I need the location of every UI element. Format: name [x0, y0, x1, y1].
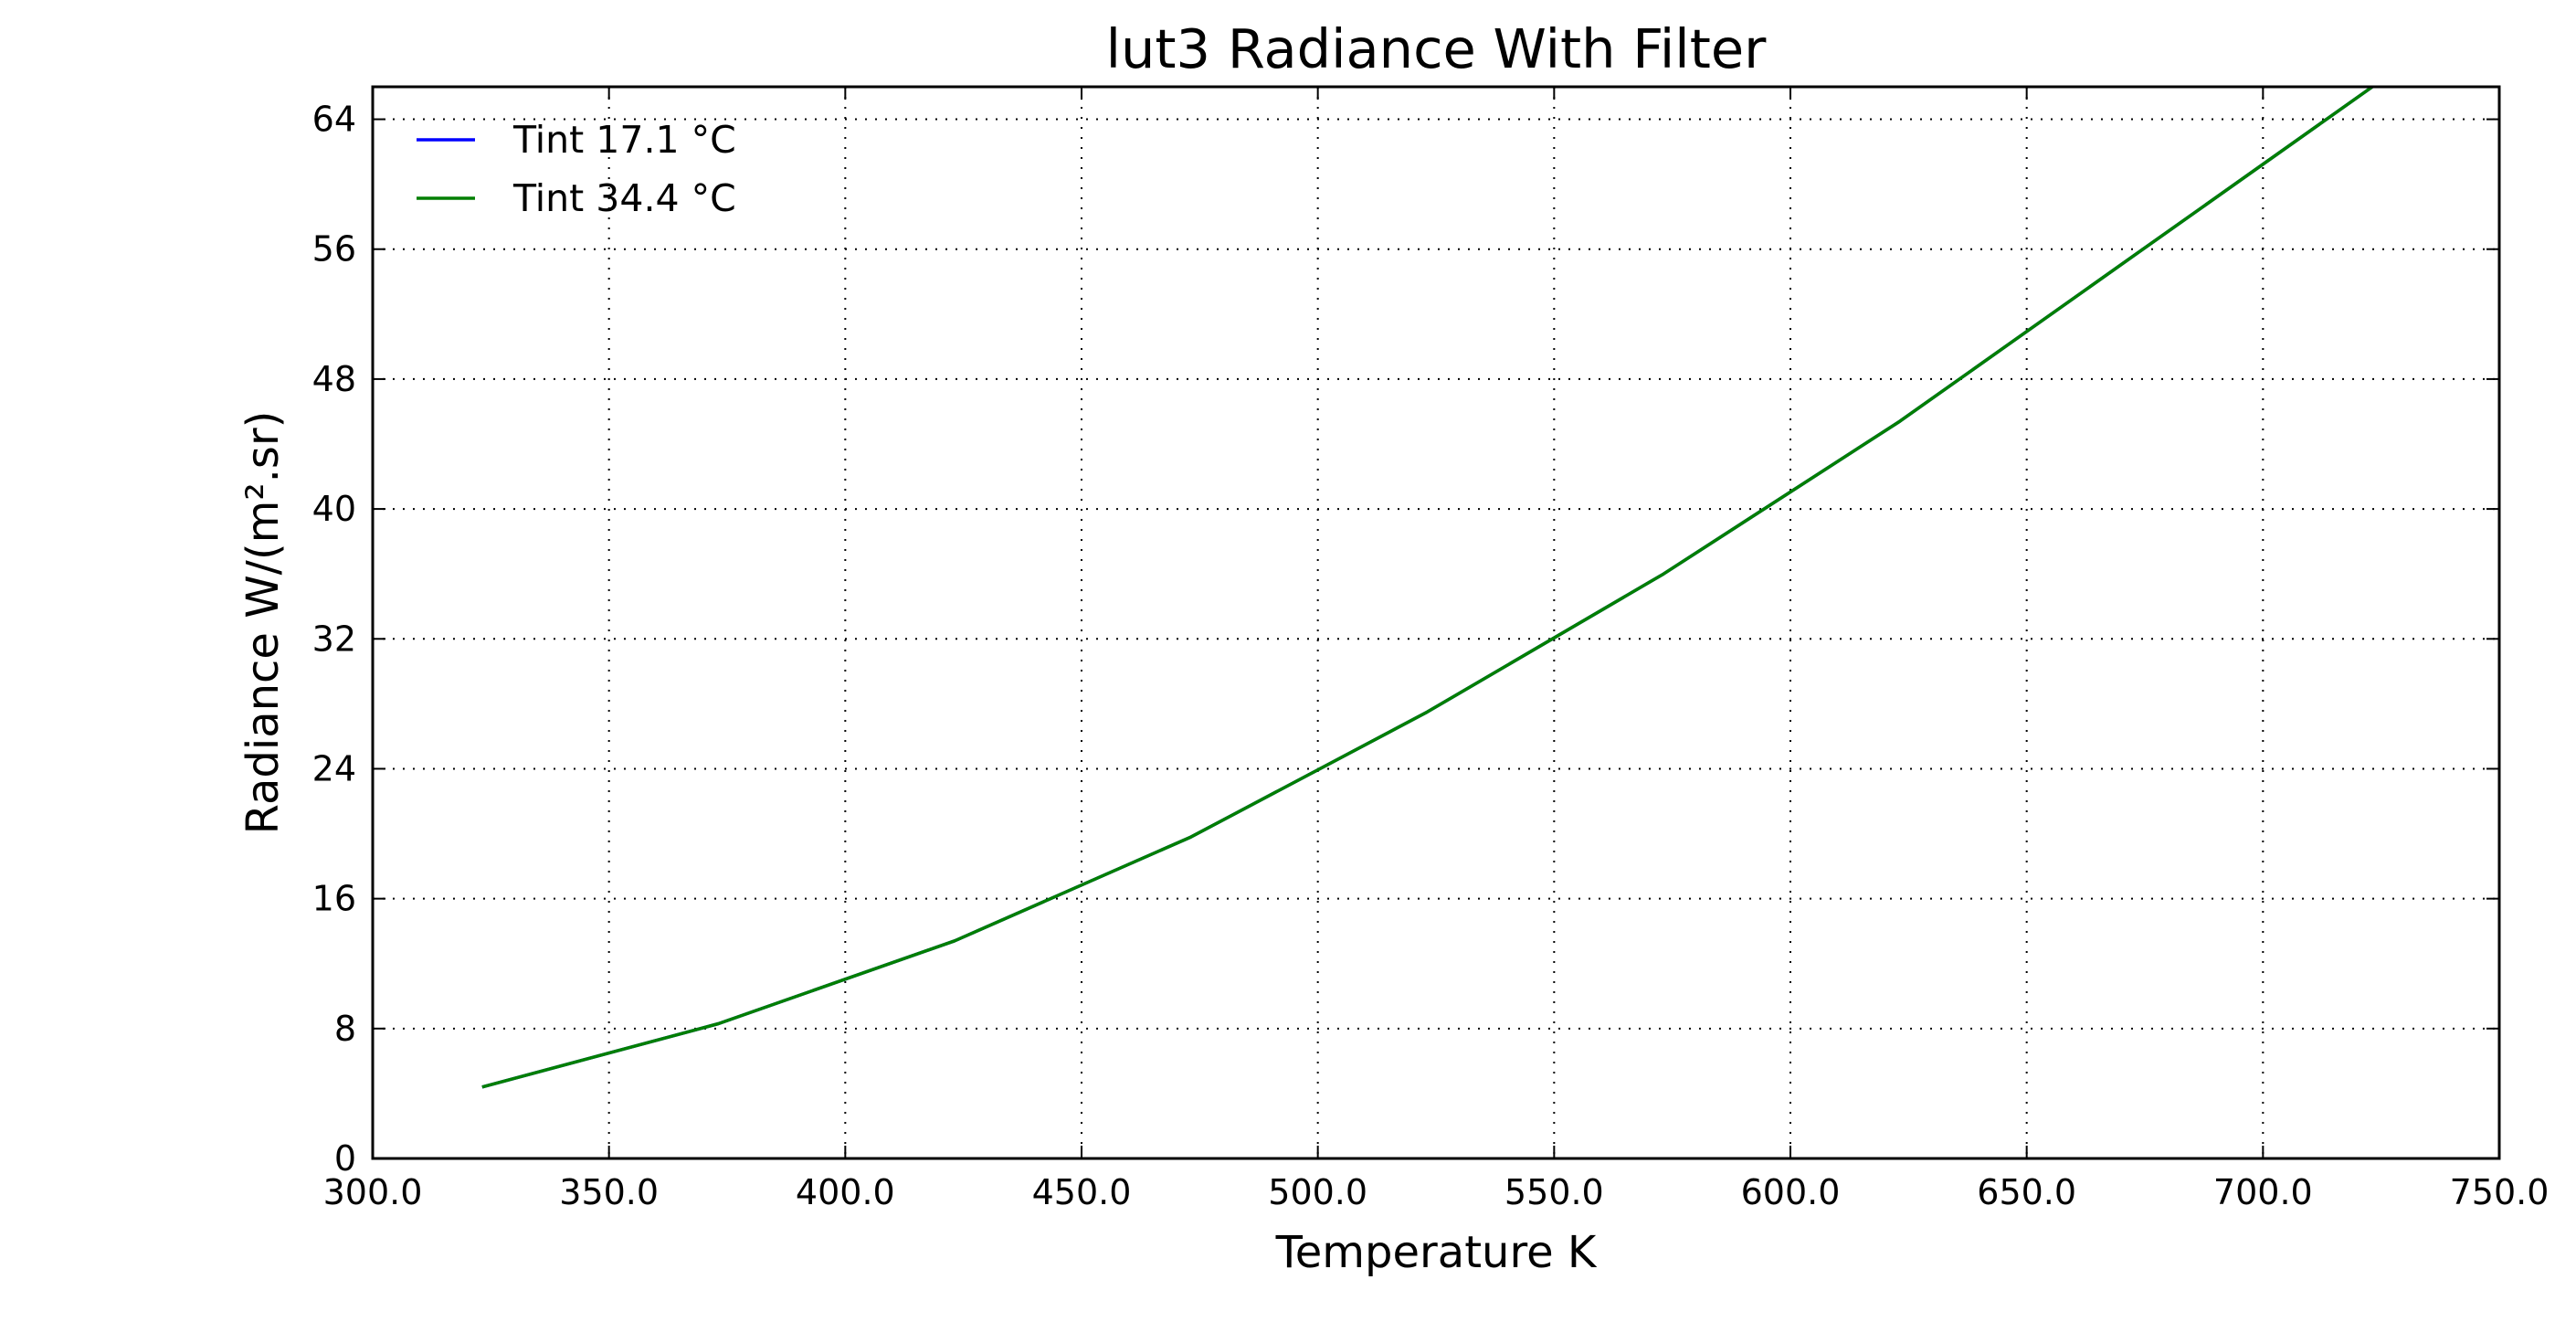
x-axis-label: Temperature K [1275, 1227, 1598, 1278]
series-line-2 [481, 87, 2374, 1089]
x-tick-label: 400.0 [796, 1172, 895, 1212]
legend-label-1: Tint 17.1 °C [512, 118, 736, 162]
y-tick-label: 16 [312, 879, 356, 919]
y-axis-label: Radiance W/(m².sr) [238, 411, 289, 835]
plot-frame [371, 85, 2501, 1160]
legend-label-2: Tint 34.4 °C [512, 176, 736, 220]
series-layer [481, 87, 2374, 1089]
x-tick-label: 300.0 [323, 1172, 423, 1212]
x-tick-label: 500.0 [1268, 1172, 1367, 1212]
y-tick-label: 32 [312, 619, 356, 659]
x-tick-label: 750.0 [2450, 1172, 2550, 1212]
y-tick-label: 24 [312, 748, 356, 788]
y-tick-label: 40 [312, 489, 356, 529]
x-tick-label: 450.0 [1032, 1172, 1132, 1212]
x-tick-label: 350.0 [559, 1172, 659, 1212]
y-tick-label: 0 [334, 1138, 356, 1179]
legend: Tint 17.1 °C Tint 34.4 °C [417, 118, 736, 220]
x-tick-label: 650.0 [1977, 1172, 2076, 1212]
y-tick-label: 8 [334, 1009, 356, 1049]
ticks: 300.0 350.0 400.0 450.0 500.0 550.0 600.0 650.0… [312, 87, 2550, 1212]
x-tick-label: 700.0 [2213, 1172, 2313, 1212]
y-tick-label: 56 [312, 229, 356, 270]
y-tick-label: 48 [312, 359, 356, 399]
x-tick-label: 550.0 [1504, 1172, 1604, 1212]
x-tick-label: 600.0 [1741, 1172, 1841, 1212]
y-tick-label: 64 [312, 100, 356, 140]
chart-title: lut3 Radiance With Filter [1106, 17, 1768, 80]
